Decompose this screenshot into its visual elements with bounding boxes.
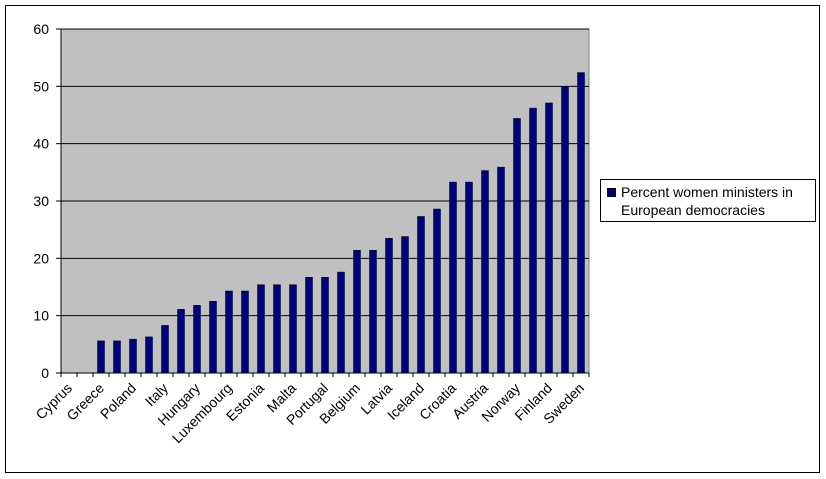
y-tick-label: 20 bbox=[33, 250, 49, 266]
bar bbox=[225, 290, 233, 374]
bar bbox=[385, 238, 393, 374]
x-tick-label: Croatia bbox=[416, 380, 459, 423]
bar bbox=[433, 208, 441, 374]
x-tick-label: Poland bbox=[97, 380, 139, 422]
y-tick-label: 0 bbox=[41, 365, 49, 381]
bar bbox=[561, 86, 569, 374]
bar bbox=[97, 340, 105, 374]
bar bbox=[305, 277, 313, 374]
bar bbox=[129, 338, 137, 374]
bar bbox=[321, 277, 329, 374]
bar bbox=[289, 284, 297, 374]
bar bbox=[177, 309, 185, 374]
bar bbox=[449, 181, 457, 374]
bar bbox=[161, 325, 169, 374]
bar bbox=[481, 170, 489, 374]
legend-label: Percent women ministers in European demo… bbox=[621, 184, 793, 218]
y-tick-label: 30 bbox=[33, 193, 49, 209]
bar bbox=[529, 107, 537, 374]
bar bbox=[465, 181, 473, 374]
y-tick-label: 50 bbox=[33, 78, 49, 94]
bar bbox=[241, 290, 249, 374]
bar bbox=[545, 102, 553, 374]
legend: Percent women ministers in European demo… bbox=[600, 179, 816, 222]
bar bbox=[417, 216, 425, 374]
bar bbox=[369, 250, 377, 374]
bar bbox=[145, 336, 153, 374]
bar bbox=[513, 118, 521, 374]
bar bbox=[209, 301, 217, 374]
legend-swatch bbox=[607, 188, 616, 197]
bar bbox=[337, 271, 345, 374]
bar bbox=[577, 72, 585, 374]
bar bbox=[353, 250, 361, 374]
bar bbox=[113, 340, 121, 374]
bar bbox=[497, 166, 505, 374]
y-tick-labels: 0 10 20 30 40 50 60 bbox=[33, 21, 61, 381]
bar bbox=[273, 284, 281, 374]
gridlines bbox=[61, 28, 589, 317]
bar bbox=[257, 284, 265, 374]
bar bbox=[193, 305, 201, 374]
y-tick-label: 60 bbox=[33, 21, 49, 37]
y-tick-label: 10 bbox=[33, 308, 49, 324]
bar bbox=[401, 236, 409, 374]
y-tick-label: 40 bbox=[33, 136, 49, 152]
